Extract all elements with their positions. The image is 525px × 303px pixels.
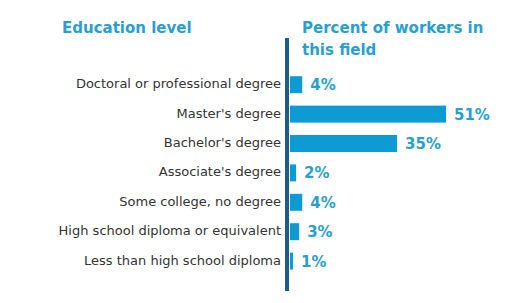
data-label: 3%: [307, 223, 332, 241]
axis-line: [285, 38, 289, 291]
x-axis-title: Percent of workers in this field: [302, 17, 487, 61]
category-label: Some college, no degree: [119, 194, 281, 209]
data-label: 1%: [301, 253, 326, 271]
bar: [290, 76, 302, 93]
chart: Doctoral or professional degree Master's …: [0, 0, 525, 303]
bar: [290, 164, 296, 181]
bar: [290, 253, 293, 270]
category-label: Associate's degree: [159, 164, 281, 179]
bars: [290, 76, 446, 269]
category-label: Bachelor's degree: [164, 135, 281, 150]
data-label: 2%: [304, 164, 329, 182]
category-label: Doctoral or professional degree: [76, 76, 281, 91]
bar: [290, 106, 446, 123]
category-label: High school diploma or equivalent: [59, 223, 281, 238]
y-axis-title: Education level: [62, 17, 192, 39]
data-label: 51%: [454, 106, 490, 124]
data-label: 4%: [310, 76, 335, 94]
data-label: 35%: [405, 135, 441, 153]
category-label: Less than high school diploma: [84, 253, 281, 268]
bar: [290, 194, 302, 211]
data-label: 4%: [310, 194, 335, 212]
bar: [290, 223, 299, 240]
category-label: Master's degree: [177, 106, 281, 121]
bar: [290, 135, 397, 152]
